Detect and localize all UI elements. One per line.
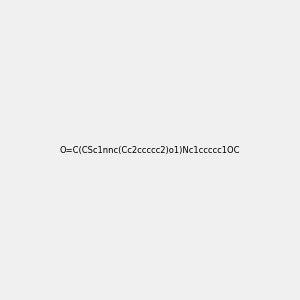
Text: O=C(CSc1nnc(Cc2ccccc2)o1)Nc1ccccc1OC: O=C(CSc1nnc(Cc2ccccc2)o1)Nc1ccccc1OC	[60, 146, 240, 154]
